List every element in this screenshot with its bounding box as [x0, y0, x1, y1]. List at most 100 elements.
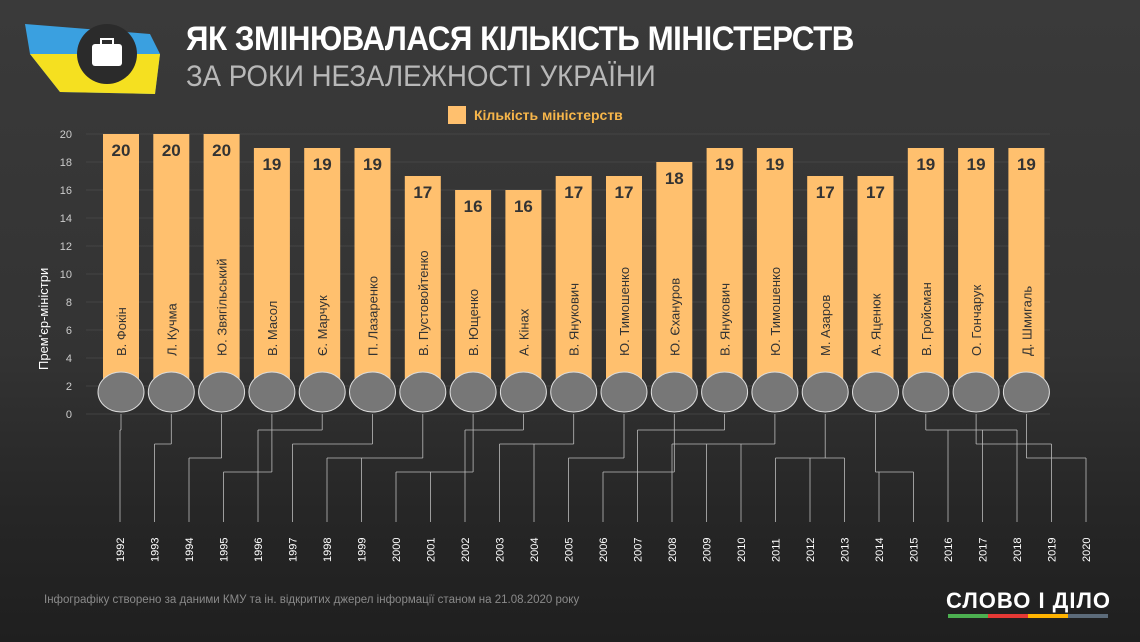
bar-pm-name: Є. Марчук: [315, 295, 330, 356]
brand-bar: [948, 614, 1108, 618]
y-tick-label: 0: [66, 409, 72, 421]
bar-value-label: 20: [212, 141, 231, 160]
bar-value-label: 19: [363, 155, 382, 174]
year-label: 2005: [564, 538, 576, 562]
brand-stripe: [988, 614, 1028, 618]
year-label: 2006: [598, 538, 610, 562]
bar-value-label: 17: [615, 183, 634, 202]
bar-value-label: 19: [262, 155, 281, 174]
year-label: 2015: [909, 538, 921, 562]
bar-pm-name: Л. Кучма: [164, 302, 179, 356]
bar-pm-name: Ю. Тимошенко: [768, 267, 783, 356]
bar-value-label: 18: [665, 169, 684, 188]
bar: [706, 148, 743, 402]
bar-pm-name: В. Янукович: [567, 283, 582, 356]
y-tick-label: 4: [66, 353, 72, 365]
legend-swatch: [448, 106, 466, 124]
bar-value-label: 16: [464, 197, 483, 216]
bar-pm-name: А. Кінах: [516, 308, 531, 356]
footer-note: Інфографіку створено за даними КМУ та ін…: [44, 594, 580, 606]
briefcase-logo-icon: [25, 24, 160, 94]
bar-value-label: 19: [967, 155, 986, 174]
bar-value-label: 19: [765, 155, 784, 174]
year-label: 2014: [874, 538, 886, 562]
y-tick-label: 16: [60, 185, 72, 197]
year-label: 2002: [460, 538, 472, 562]
year-label: 2001: [426, 538, 438, 562]
bar-pm-name: В. Фокін: [114, 307, 129, 356]
pm-portrait: [147, 371, 195, 413]
legend: Кількість міністерств: [448, 106, 623, 124]
bar: [253, 148, 290, 402]
bar-pm-name: В. Ющенко: [466, 289, 481, 356]
pm-portrait: [701, 371, 749, 413]
bar-value-label: 17: [866, 183, 885, 202]
year-label: 1999: [357, 538, 369, 562]
y-tick-label: 10: [60, 269, 72, 281]
pm-portrait: [852, 371, 899, 413]
pm-portrait: [198, 371, 246, 413]
bar-value-label: 17: [816, 183, 835, 202]
bar-value-label: 17: [564, 183, 583, 202]
bar-pm-name: О. Гончарук: [969, 284, 984, 356]
pm-portrait: [550, 371, 598, 413]
page-subtitle: ЗА РОКИ НЕЗАЛЕЖНОСТІ УКРАЇНИ: [186, 60, 656, 93]
pm-portrait: [902, 371, 950, 413]
pm-portrait: [248, 371, 296, 413]
bar-value-label: 16: [514, 197, 533, 216]
pm-portrait: [298, 371, 346, 413]
bar-pm-name: А. Яценюк: [869, 293, 884, 356]
pm-portrait: [1002, 371, 1050, 413]
pm-portrait: [499, 371, 547, 413]
bar: [1008, 148, 1045, 402]
pm-portrait: [399, 371, 447, 413]
y-tick-label: 2: [66, 381, 72, 393]
year-label: 2018: [1012, 538, 1024, 562]
brand-stripe: [1068, 614, 1108, 618]
y-tick-label: 18: [60, 157, 72, 169]
bar-value-label: 17: [413, 183, 432, 202]
bar: [153, 134, 190, 402]
year-label: 1993: [150, 538, 162, 562]
y-tick-label: 14: [60, 213, 72, 225]
year-label: 2000: [391, 538, 403, 562]
bar-value-label: 20: [162, 141, 181, 160]
year-label: 2004: [529, 538, 541, 562]
y-tick-label: 12: [60, 241, 72, 253]
year-label: 2020: [1081, 538, 1093, 562]
y-tick-label: 6: [66, 325, 72, 337]
bar-pm-name: Ю. Єхануров: [667, 278, 682, 356]
bar-value-label: 19: [1017, 155, 1036, 174]
brand-stripe: [948, 614, 988, 618]
bar: [756, 148, 793, 402]
bar-pm-name: В. Масол: [265, 301, 280, 356]
bar: [103, 134, 139, 402]
year-label: 1992: [115, 538, 127, 562]
year-label: 2007: [633, 538, 645, 562]
year-label: 2008: [667, 538, 679, 562]
bar-pm-name: Ю. Звягільський: [215, 259, 230, 356]
year-label: 1996: [253, 538, 265, 562]
year-label: 2017: [978, 538, 990, 562]
pm-portrait: [801, 371, 849, 413]
bar: [455, 190, 492, 402]
y-axis-label: Прем'єр-міністри: [36, 268, 51, 370]
page-title: ЯК ЗМІНЮВАЛАСЯ КІЛЬКІСТЬ МІНІСТЕРСТВ: [186, 20, 854, 58]
year-label: 2009: [702, 538, 714, 562]
bar: [807, 176, 844, 402]
pm-portrait: [349, 371, 396, 413]
year-label: 2012: [805, 538, 817, 562]
y-tick-label: 8: [66, 297, 72, 309]
bar: [656, 162, 693, 402]
bar: [304, 148, 341, 402]
bar-pm-name: В. Пустовойтенко: [416, 250, 431, 356]
brand-logo: СЛОВО І ДІЛО: [946, 588, 1112, 613]
pm-portrait: [650, 371, 698, 413]
year-label: 2016: [943, 538, 955, 562]
bar-pm-name: Д. Шмигаль: [1019, 286, 1034, 356]
year-label: 2011: [771, 538, 783, 562]
bar: [404, 176, 441, 402]
brand-stripe: [1028, 614, 1068, 618]
bar-value-label: 19: [715, 155, 734, 174]
